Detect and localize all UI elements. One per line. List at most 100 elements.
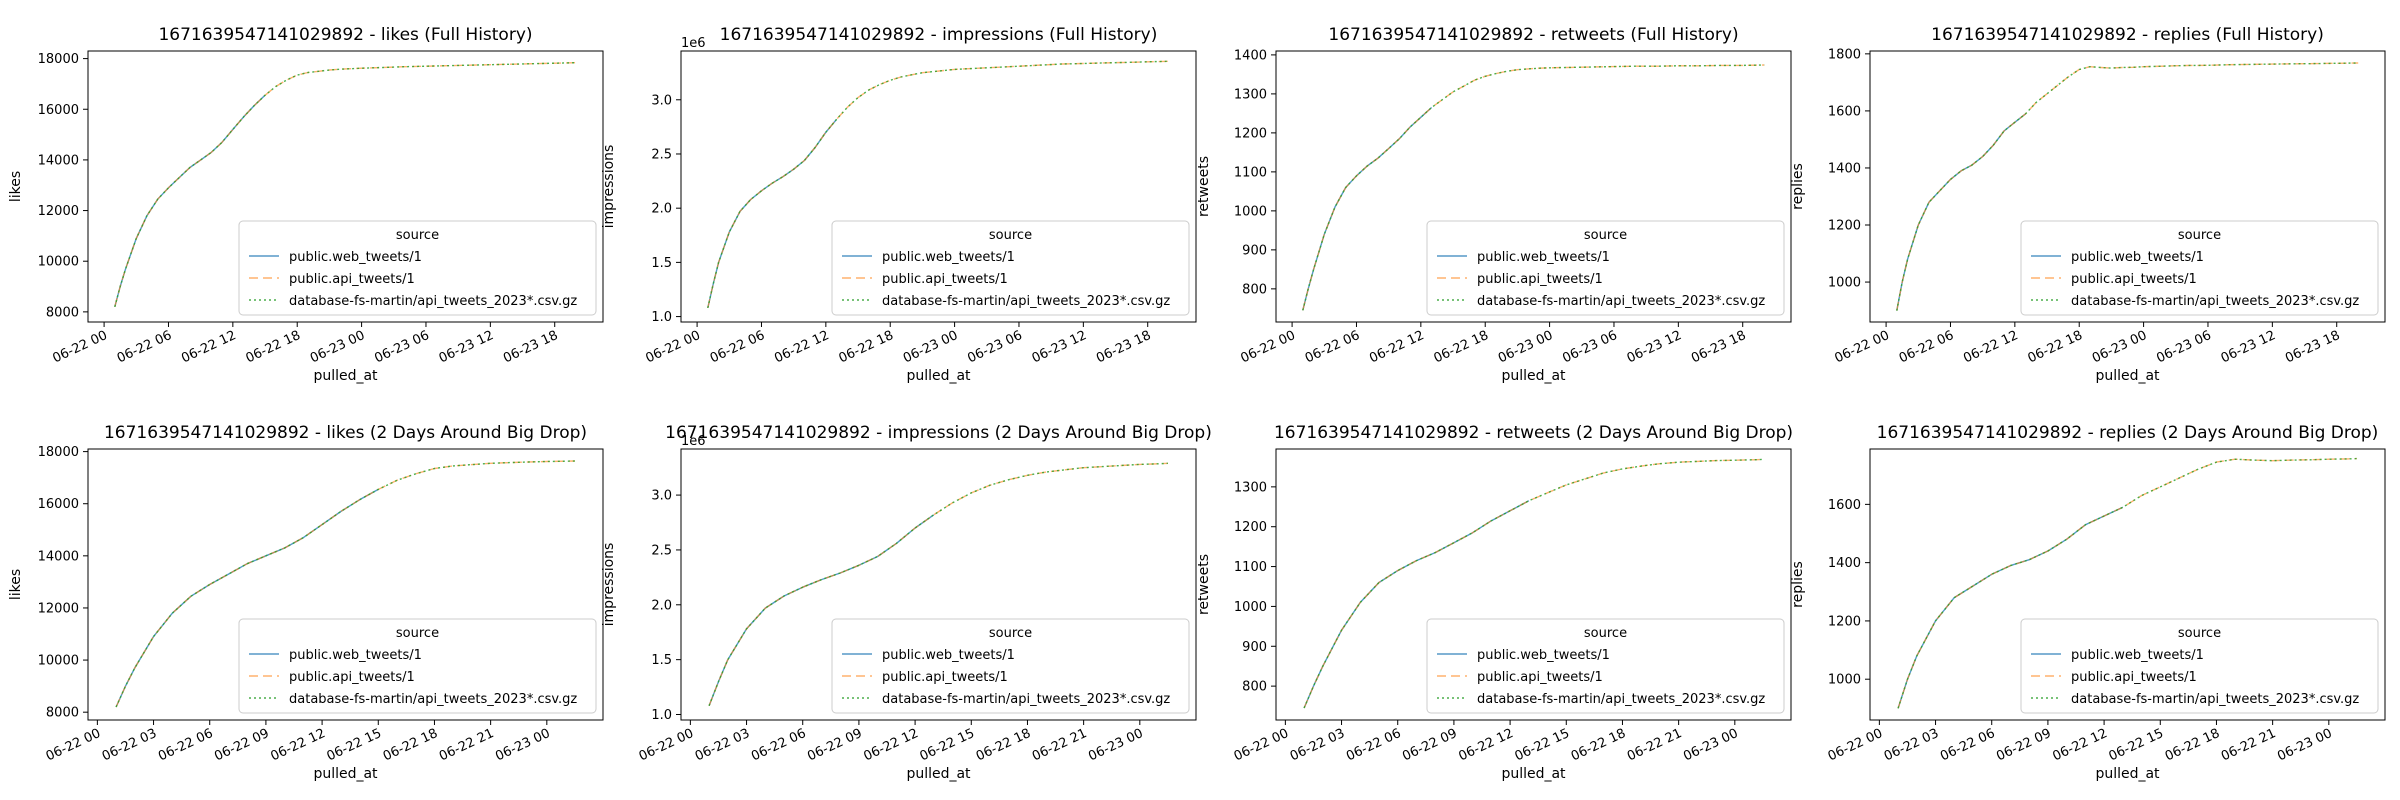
y-tick-label: 8000 xyxy=(46,305,79,320)
x-tick-label: 06-23 12 xyxy=(437,328,496,366)
legend-title: source xyxy=(396,626,439,641)
y-tick-label: 1300 xyxy=(1234,480,1267,495)
x-tick-label: 06-22 15 xyxy=(918,726,977,764)
y-tick-label: 1800 xyxy=(1828,47,1861,62)
x-tick-label: 06-22 06 xyxy=(1303,328,1362,366)
subplot: 1671639547141029892 - replies (Full Hist… xyxy=(1790,25,2386,384)
x-tick-label: 06-23 18 xyxy=(501,328,560,366)
y-tick-label: 3.0 xyxy=(651,93,672,108)
legend-entry: public.web_tweets/1 xyxy=(289,250,422,265)
legend-entry: database-fs-martin/api_tweets_2023*.csv.… xyxy=(882,692,1170,707)
x-tick-label: 06-23 00 xyxy=(2275,726,2334,764)
legend-entry: database-fs-martin/api_tweets_2023*.csv.… xyxy=(2071,294,2359,309)
legend: source public.web_tweets/1 public.api_twee… xyxy=(831,618,1190,714)
x-tick-label: 06-22 03 xyxy=(693,726,752,764)
legend-entry: public.api_tweets/1 xyxy=(1477,272,1603,287)
x-tick-label: 06-22 06 xyxy=(1897,328,1956,366)
x-tick-label: 06-22 00 xyxy=(637,726,696,764)
y-tick-label: 1100 xyxy=(1234,165,1267,180)
x-axis-label: pulled_at xyxy=(1501,766,1566,782)
plot-frame xyxy=(680,50,1197,323)
x-tick-label: 06-22 12 xyxy=(1961,328,2020,366)
series-line xyxy=(1896,113,2027,311)
chart-title: 1671639547141029892 - impressions (2 Day… xyxy=(665,423,1212,443)
subplot: 1671639547141029892 - impressions (2 Day… xyxy=(601,423,1212,782)
y-tick-label: 2.0 xyxy=(651,598,672,613)
x-axis-label: pulled_at xyxy=(1501,368,1566,384)
x-tick-label: 06-22 09 xyxy=(1994,726,2053,764)
y-axis-label: likes xyxy=(8,569,24,600)
y-tick-label: 14000 xyxy=(38,153,79,168)
legend: source public.web_tweets/1 public.api_twee… xyxy=(2020,618,2379,714)
y-tick-label: 3.0 xyxy=(651,489,672,504)
legend-entry: public.api_tweets/1 xyxy=(1477,670,1603,685)
y-tick-label: 16000 xyxy=(38,497,79,512)
y-tick-label: 18000 xyxy=(38,52,79,67)
legend-entry: public.api_tweets/1 xyxy=(2071,272,2197,287)
y-axis-label: replies xyxy=(1790,163,1806,210)
x-tick-label: 06-22 12 xyxy=(179,328,238,366)
x-tick-label: 06-23 06 xyxy=(372,328,431,366)
y-tick-label: 16000 xyxy=(38,103,79,118)
subplot: 1671639547141029892 - likes (Full Histor… xyxy=(8,25,604,384)
x-axis-label: pulled_at xyxy=(313,368,378,384)
x-tick-label: 06-22 18 xyxy=(381,726,440,764)
series-line xyxy=(114,62,577,307)
x-tick-label: 06-22 12 xyxy=(2050,726,2109,764)
legend-box xyxy=(831,618,1190,714)
x-tick-label: 06-22 15 xyxy=(1513,726,1572,764)
x-tick-label: 06-23 00 xyxy=(493,726,552,764)
y-tick-label: 1200 xyxy=(1828,614,1861,629)
y-tick-label: 1200 xyxy=(1828,219,1861,234)
series-line xyxy=(115,460,575,708)
plot-frame xyxy=(1869,448,2386,721)
y-offset-label: 1e6 xyxy=(681,36,706,51)
x-tick-label: 06-23 18 xyxy=(2283,328,2342,366)
legend-entry: public.api_tweets/1 xyxy=(2071,670,2197,685)
legend-entry: database-fs-martin/api_tweets_2023*.csv.… xyxy=(882,294,1170,309)
x-tick-label: 06-23 06 xyxy=(1560,328,1619,366)
legend-entry: database-fs-martin/api_tweets_2023*.csv.… xyxy=(1477,692,1765,707)
x-tick-label: 06-23 00 xyxy=(901,328,960,366)
x-tick-label: 06-22 03 xyxy=(1882,726,1941,764)
x-tick-label: 06-23 00 xyxy=(2090,328,2149,366)
x-tick-label: 06-22 06 xyxy=(156,726,215,764)
x-tick-label: 06-22 18 xyxy=(1569,726,1628,764)
y-axis-label: impressions xyxy=(601,145,617,229)
legend-title: source xyxy=(989,228,1032,243)
legend-entry: public.web_tweets/1 xyxy=(2071,648,2204,663)
legend-entry: public.web_tweets/1 xyxy=(882,250,1015,265)
chart-title: 1671639547141029892 - retweets (2 Days A… xyxy=(1274,423,1793,443)
y-tick-label: 18000 xyxy=(38,445,79,460)
x-tick-label: 06-23 12 xyxy=(2219,328,2278,366)
y-tick-label: 800 xyxy=(1242,680,1267,695)
x-axis-label: pulled_at xyxy=(906,368,971,384)
legend: source public.web_tweets/1 public.api_twee… xyxy=(238,220,597,316)
legend-box xyxy=(238,618,597,714)
plot-frame xyxy=(87,448,604,721)
y-tick-label: 10000 xyxy=(38,654,79,669)
y-tick-label: 2.5 xyxy=(651,543,672,558)
x-tick-label: 06-22 12 xyxy=(1367,328,1426,366)
x-tick-label: 06-23 12 xyxy=(1030,328,1089,366)
legend-entry: public.api_tweets/1 xyxy=(289,670,415,685)
y-tick-label: 1000 xyxy=(1234,204,1267,219)
y-tick-label: 1400 xyxy=(1234,48,1267,63)
series-line xyxy=(1896,62,2359,311)
y-tick-label: 1.0 xyxy=(651,310,672,325)
y-tick-label: 1600 xyxy=(1828,104,1861,119)
y-tick-label: 2.0 xyxy=(651,202,672,217)
x-tick-label: 06-23 00 xyxy=(308,328,367,366)
x-tick-label: 06-22 06 xyxy=(749,726,808,764)
x-tick-label: 06-22 00 xyxy=(1832,328,1891,366)
legend: source public.web_tweets/1 public.api_twee… xyxy=(1426,618,1785,714)
legend: source public.web_tweets/1 public.api_twee… xyxy=(2020,220,2379,316)
plot-frame xyxy=(1275,448,1792,721)
x-tick-label: 06-22 00 xyxy=(44,726,103,764)
y-tick-label: 900 xyxy=(1242,640,1267,655)
x-tick-label: 06-22 18 xyxy=(2163,726,2222,764)
x-tick-label: 06-22 18 xyxy=(1432,328,1491,366)
legend-title: source xyxy=(989,626,1032,641)
legend-entry: public.web_tweets/1 xyxy=(882,648,1015,663)
